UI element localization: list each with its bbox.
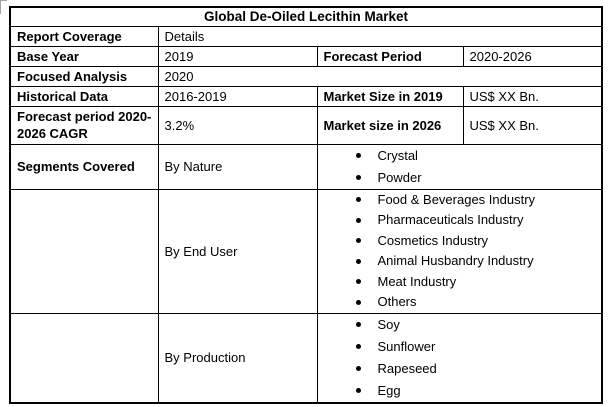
base-year-value: 2019 [157, 45, 318, 67]
segment-item: Pharmaceuticals Industry [355, 210, 598, 231]
bullet-icon [355, 279, 361, 285]
table-title: Global De-Oiled Lecithin Market [9, 6, 603, 27]
segment-item-label: Powder [377, 169, 422, 185]
segment-item-label: Soy [377, 316, 400, 332]
segment-item-label: Meat Industry [377, 273, 457, 289]
segment-item-label: Food & Beverages Industry [377, 191, 536, 207]
report-coverage-value: Details [157, 25, 603, 47]
segment-item: Animal Husbandry Industry [355, 251, 598, 272]
segment-item-label: Animal Husbandry Industry [377, 253, 534, 268]
historical-data-label: Historical Data [9, 85, 159, 107]
window-corner-artifact [0, 0, 7, 14]
segment-group-by-end-user: By End User [157, 188, 318, 314]
forecast-cagr-label: Forecast period 2020-2026 CAGR [9, 105, 159, 145]
focused-analysis-label: Focused Analysis [9, 65, 159, 87]
forecast-cagr-value: 3.2% [157, 105, 318, 145]
bullet-icon [355, 238, 361, 244]
bullet-icon [355, 217, 361, 223]
segment-items-by-end-user: Food & Beverages Industry Pharmaceutical… [324, 190, 598, 312]
segment-item: Food & Beverages Industry [355, 190, 598, 210]
market-size-2026-value: US$ XX Bn. [462, 105, 603, 145]
segment-item: Soy [355, 314, 598, 336]
segment-items-by-end-user-cell: Food & Beverages Industry Pharmaceutical… [316, 188, 603, 314]
segment-items-by-nature: Crystal Powder [324, 145, 598, 189]
empty-cell [9, 312, 159, 403]
segment-items-by-nature-cell: Crystal Powder [316, 143, 603, 190]
forecast-period-value: 2020-2026 [462, 45, 603, 67]
bullet-icon [355, 322, 361, 327]
market-size-2019-value: US$ XX Bn. [462, 85, 603, 107]
segment-group-by-nature: By Nature [157, 143, 318, 190]
segment-item-label: Pharmaceuticals Industry [377, 212, 524, 227]
segment-item-label: Sunflower [377, 338, 436, 354]
market-size-2026-label: Market size in 2026 [316, 105, 464, 145]
segment-item: Powder [355, 167, 598, 189]
market-size-2019-label: Market Size in 2019 [316, 85, 464, 107]
segment-item: Crystal [355, 145, 598, 167]
segment-items-by-production: Soy Sunflower Rapeseed Egg [324, 314, 598, 402]
segment-items-by-production-cell: Soy Sunflower Rapeseed Egg [316, 312, 603, 403]
segment-item: Cosmetics Industry [355, 231, 598, 252]
segment-group-by-production: By Production [157, 312, 318, 403]
bullet-icon [355, 388, 361, 393]
bullet-icon [355, 258, 361, 264]
segment-item: Sunflower [355, 336, 598, 358]
focused-analysis-value: 2020 [157, 65, 603, 87]
bullet-icon [355, 153, 361, 158]
bullet-icon [355, 344, 361, 349]
segment-item: Rapeseed [355, 358, 598, 380]
segment-item: Egg [355, 380, 598, 402]
segments-covered-label: Segments Covered [9, 143, 159, 190]
bullet-icon [355, 175, 361, 180]
segment-item-label: Egg [377, 382, 401, 398]
base-year-label: Base Year [9, 45, 159, 67]
bullet-icon [355, 299, 361, 305]
historical-data-value: 2016-2019 [157, 85, 318, 107]
segment-item-label: Crystal [377, 147, 418, 163]
segment-item: Meat Industry [355, 272, 598, 293]
market-report-table: Global De-Oiled Lecithin Market Report C… [9, 6, 604, 404]
bullet-icon [355, 197, 361, 203]
report-coverage-label: Report Coverage [9, 25, 159, 47]
bullet-icon [355, 366, 361, 371]
segment-item-label: Cosmetics Industry [377, 232, 489, 248]
segment-item-label: Others [377, 294, 417, 309]
empty-cell [9, 188, 159, 314]
forecast-period-label: Forecast Period [316, 45, 464, 67]
segment-item-label: Rapeseed [377, 360, 437, 376]
segment-item: Others [355, 292, 598, 312]
